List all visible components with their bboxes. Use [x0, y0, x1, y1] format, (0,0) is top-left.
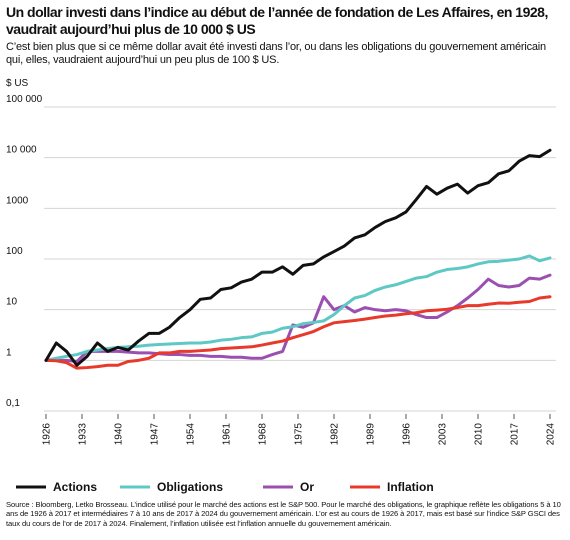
- x-tick-label: 1926: [42, 423, 53, 446]
- x-tick-label: 1954: [186, 423, 197, 446]
- y-tick-label: 10 000: [6, 145, 37, 156]
- legend-label: Inflation: [387, 480, 434, 494]
- legend-label: Obligations: [157, 480, 223, 494]
- x-tick-label: 2003: [438, 423, 449, 446]
- x-tick-label: 1940: [114, 423, 125, 446]
- x-tick-label: 1996: [402, 423, 413, 446]
- y-tick-label: 100 000: [6, 94, 43, 105]
- x-tick-label: 1961: [222, 423, 233, 446]
- y-tick-label: 1: [6, 347, 12, 358]
- x-tick-label: 2017: [510, 423, 521, 446]
- series-line: [44, 148, 552, 367]
- x-tick-label: 1975: [294, 423, 305, 446]
- legend-label: Or: [300, 480, 314, 494]
- y-tick-label: 0,1: [6, 398, 20, 409]
- x-tick-label: 1933: [78, 423, 89, 446]
- x-tick-label: 2024: [546, 423, 557, 446]
- y-tick-label: 1000: [6, 195, 29, 206]
- y-tick-label: 10: [6, 297, 18, 308]
- series-line: [44, 295, 552, 370]
- source-note: Source : Bloomberg, Letko Brosseau. L’in…: [6, 500, 561, 528]
- header: Un dollar investi dans l’indice au début…: [6, 4, 564, 67]
- x-tick-label: 1947: [150, 423, 161, 446]
- chart-subtitle: C’est bien plus que si ce même dollar av…: [6, 41, 546, 66]
- x-tick-label: 1982: [330, 423, 341, 446]
- chart-title: Un dollar investi dans l’indice au début…: [6, 4, 548, 37]
- legend-label: Actions: [53, 480, 97, 494]
- y-axis-label: $ US: [6, 78, 29, 89]
- x-tick-label: 2010: [474, 423, 485, 446]
- y-tick-label: 100: [6, 246, 23, 257]
- x-tick-label: 1989: [366, 423, 377, 446]
- x-tick-label: 1968: [258, 423, 269, 446]
